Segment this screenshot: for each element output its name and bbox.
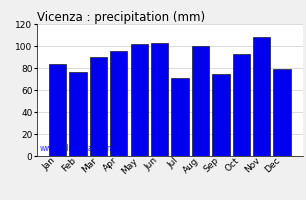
Bar xyxy=(69,72,87,156)
Bar xyxy=(90,57,107,156)
Bar xyxy=(171,78,189,156)
Bar xyxy=(131,44,148,156)
Bar xyxy=(274,69,291,156)
Bar xyxy=(151,43,168,156)
Text: www.allmetsat.com: www.allmetsat.com xyxy=(39,144,114,153)
Bar xyxy=(212,73,230,156)
Bar xyxy=(192,46,209,156)
Bar xyxy=(233,54,250,156)
Bar xyxy=(110,51,128,156)
Text: Vicenza : precipitation (mm): Vicenza : precipitation (mm) xyxy=(37,11,205,24)
Bar xyxy=(49,64,66,156)
Bar xyxy=(253,37,271,156)
